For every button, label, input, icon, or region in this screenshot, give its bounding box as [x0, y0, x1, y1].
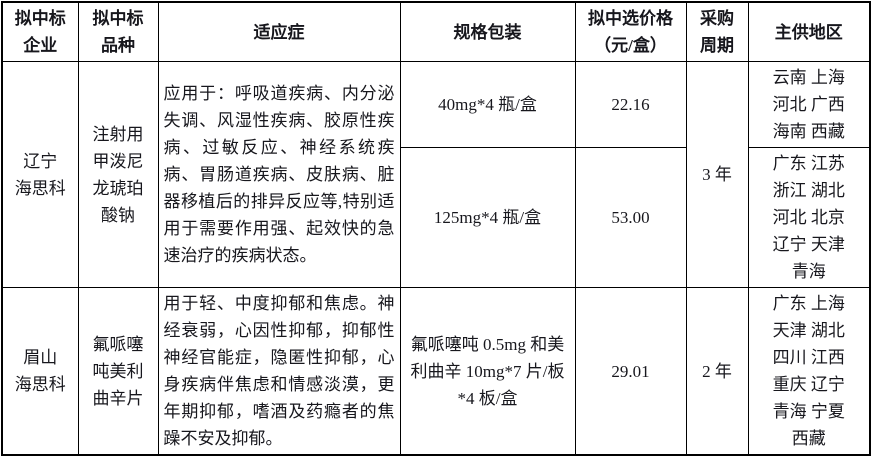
cell-indication: 应用于：呼吸道疾病、内分泌失调、风湿性疾病、胶原性疾病、过敏反应、神经系统疾病、…	[157, 61, 401, 288]
cell-price: 29.01	[574, 287, 687, 456]
table-row: 125mg*4 瓶/盒 53.00 广东 江苏 浙江 湖北 河北 北京 辽宁 天…	[2, 147, 871, 288]
cell-regions: 广东 上海 天津 湖北 四川 江西 重庆 辽宁 青海 宁夏 西藏	[747, 287, 871, 456]
header-spec: 规格包装	[399, 1, 576, 62]
cell-spec: 氟哌噻吨 0.5mg 和美 利曲辛 10mg*7 片/板 *4 板/盒	[399, 287, 576, 456]
cell-cycle: 2 年	[685, 287, 749, 456]
header-cycle: 采购 周期	[685, 1, 749, 62]
header-company: 拟中标 企业	[1, 1, 79, 62]
table-row: 辽宁 海思科 注射用 甲泼尼 龙琥珀 酸钠 应用于：呼吸道疾病、内分泌失调、风湿…	[1, 61, 871, 288]
table-row: 眉山 海思科 氟哌噻 吨美利 曲辛片 用于轻、中度抑郁和焦虑。神经衰弱，心因性抑…	[1, 287, 871, 456]
cell-cycle: 3 年	[685, 61, 749, 288]
header-region: 主供地区	[747, 1, 871, 62]
header-product: 拟中标 品种	[77, 1, 159, 62]
cell-product: 氟哌噻 吨美利 曲辛片	[77, 287, 159, 456]
cell-regions: 云南 上海 河北 广西 海南 西藏	[747, 61, 871, 148]
cell-price: 22.16	[574, 61, 687, 148]
table-header-row: 拟中标 企业 拟中标 品种 适应症 规格包装 拟中选价格 （元/盒） 采购 周期…	[1, 1, 871, 62]
header-indication: 适应症	[157, 1, 401, 62]
cell-spec: 40mg*4 瓶/盒	[399, 61, 576, 148]
cell-company: 眉山 海思科	[1, 287, 79, 456]
header-price: 拟中选价格 （元/盒）	[574, 1, 687, 62]
cell-price: 53.00	[574, 147, 687, 288]
cell-company: 辽宁 海思科	[1, 61, 79, 288]
cell-indication: 用于轻、中度抑郁和焦虑。神经衰弱，心因性抑郁，抑郁性神经官能症，隐匿性抑郁，心身…	[157, 287, 401, 456]
cell-product: 注射用 甲泼尼 龙琥珀 酸钠	[77, 61, 159, 288]
cell-spec: 125mg*4 瓶/盒	[399, 147, 576, 288]
cell-regions: 广东 江苏 浙江 湖北 河北 北京 辽宁 天津 青海	[747, 147, 871, 288]
